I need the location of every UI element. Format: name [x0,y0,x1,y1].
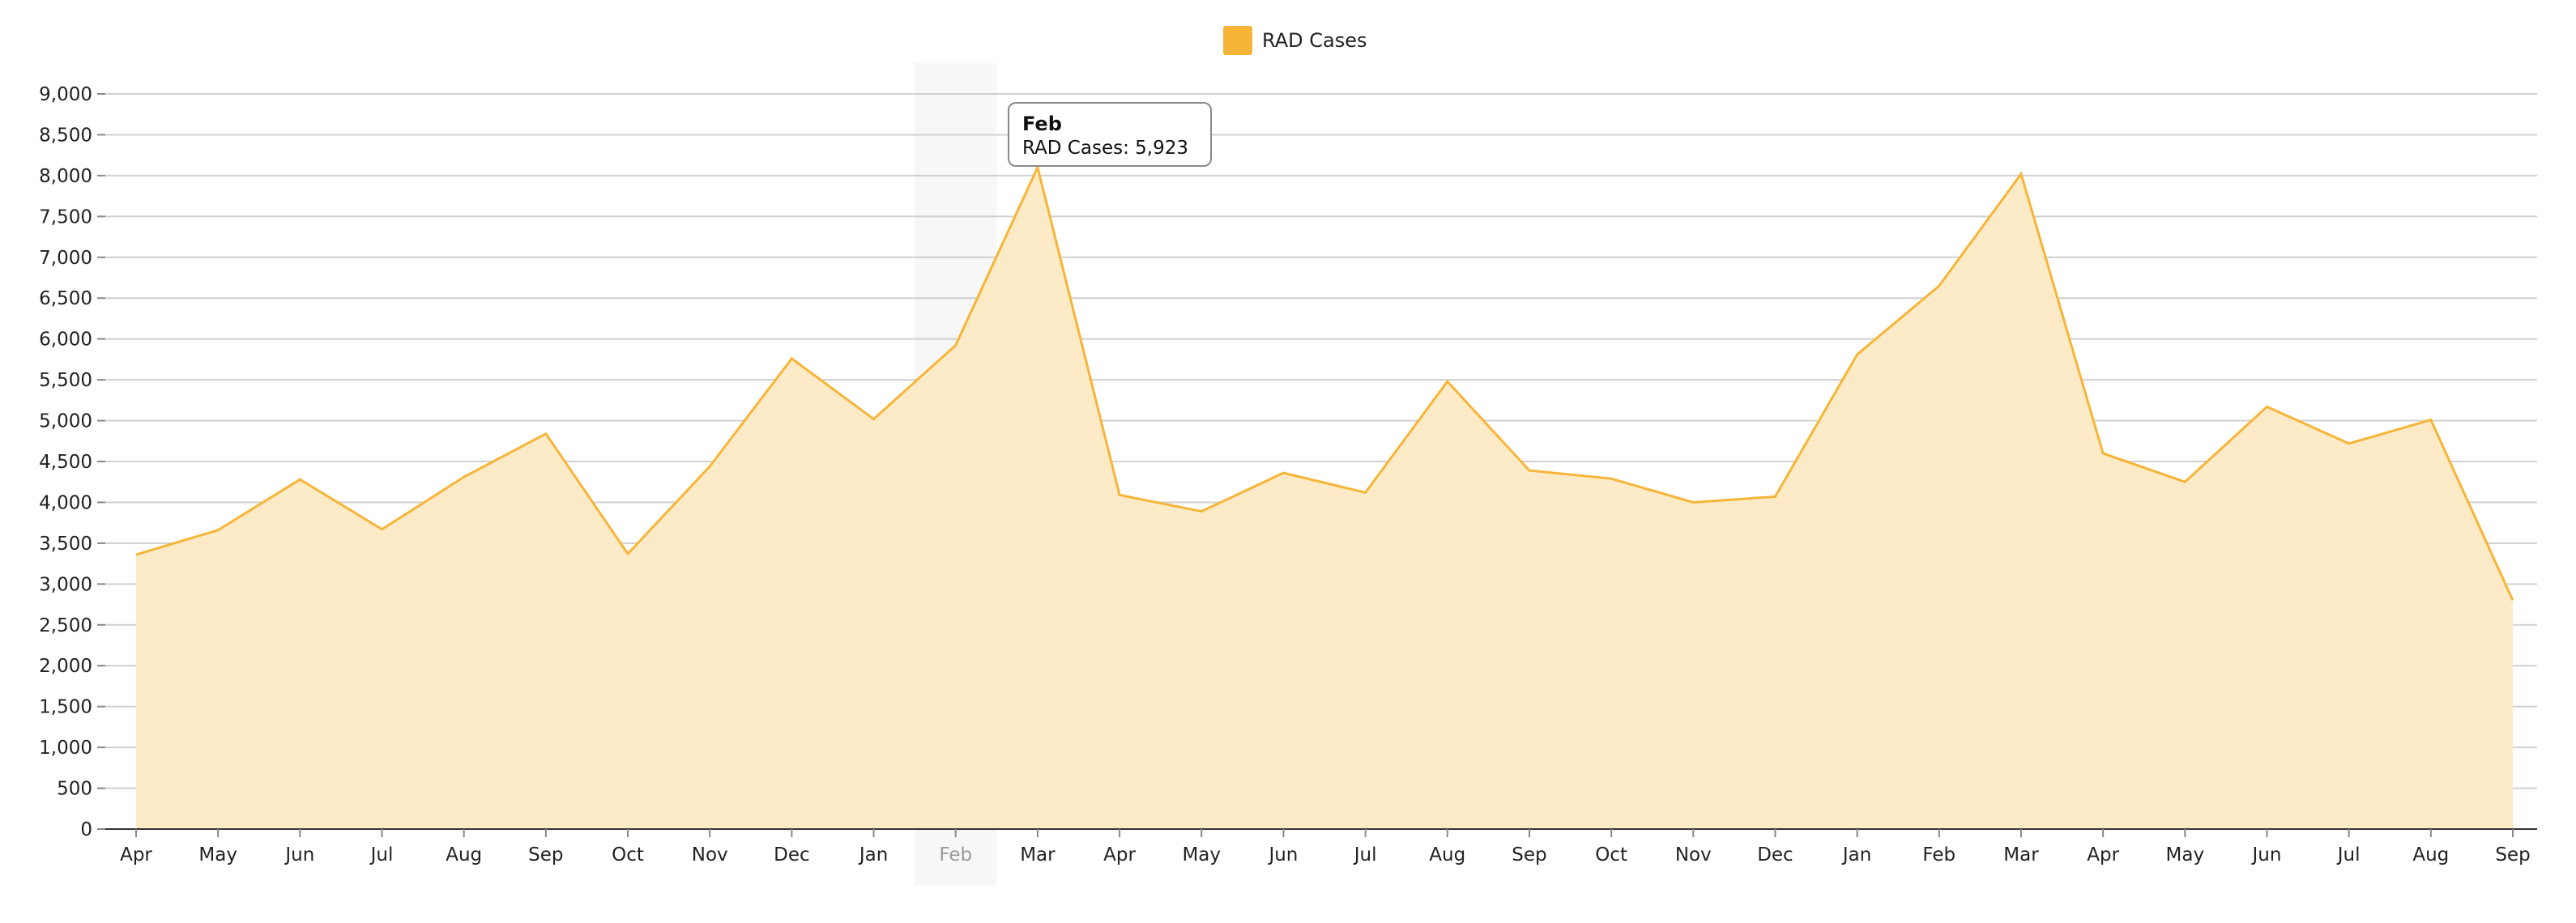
tooltip-title: Feb [1022,113,1062,135]
y-tick-label: 500 [57,779,92,800]
x-tick-label: Sep [1512,844,1546,866]
data-point[interactable] [1853,350,1862,359]
x-tick-label: Aug [1429,844,1465,866]
y-tick-label: 2,500 [39,615,92,636]
data-point[interactable] [1606,474,1616,483]
y-tick-label: 4,500 [39,452,92,473]
x-tick-label: May [1182,844,1221,866]
data-point[interactable] [2344,439,2354,449]
x-tick-label: Aug [2412,844,2449,866]
tooltip-series-label: RAD Cases: [1022,138,1129,159]
x-tick-label: Sep [2495,844,2530,866]
data-point[interactable] [1361,487,1371,497]
x-tick-label: Jul [2336,844,2361,866]
y-tick-label: 0 [80,819,92,840]
data-point[interactable] [2508,596,2518,606]
x-tick-label: May [2166,844,2205,866]
y-tick-label: 6,500 [39,288,92,309]
data-point[interactable] [1115,490,1124,500]
x-tick-label: Dec [774,844,810,866]
data-point[interactable] [295,474,305,484]
x-tick-label: Jun [284,844,314,866]
y-tick-label: 7,500 [39,206,92,228]
y-axis-ticks: 0 500 1,000 1,500 2,000 2,500 3,000 3,500 4,000 4… [39,84,105,840]
legend-swatch [1223,26,1252,55]
data-point[interactable] [2426,415,2436,425]
data-point[interactable] [705,462,714,471]
data-point[interactable] [1934,281,1944,291]
y-tick-label: 3,500 [39,534,92,555]
x-tick-label: Feb [939,844,972,866]
tooltip-body: RAD Cases: 5,923 [1022,136,1197,160]
x-tick-label: Jan [1841,844,1871,866]
x-tick-label: Oct [1595,844,1627,866]
x-tick-label: Jul [1353,844,1377,866]
y-tick-label: 2,000 [39,656,92,677]
x-tick-label: Mar [2003,844,2039,866]
x-tick-label: Jan [858,844,888,866]
data-point[interactable] [623,549,633,559]
data-point[interactable] [2098,449,2108,458]
data-point[interactable] [377,525,387,534]
legend[interactable]: RAD Cases [1223,24,1367,57]
x-tick-label: Nov [692,844,728,866]
data-point[interactable] [1443,376,1452,386]
data-point[interactable] [951,340,961,350]
x-tick-label: Sep [528,844,563,866]
y-tick-label: 5,500 [39,370,92,391]
legend-label: RAD Cases [1262,29,1367,52]
x-tick-label: Oct [612,844,644,866]
y-tick-label: 6,000 [39,330,92,351]
x-tick-label: Feb [1922,844,1955,866]
y-tick-label: 5,000 [39,411,92,432]
x-tick-label: Apr [2087,844,2119,866]
x-tick-label: Mar [1020,844,1056,866]
tooltip-value: 5,923 [1135,138,1188,159]
data-point[interactable] [2262,402,2271,411]
y-tick-label: 4,000 [39,492,92,513]
x-tick-label: May [198,844,237,866]
area-fill [136,167,2513,830]
data-point[interactable] [213,525,223,535]
y-tick-label: 1,000 [39,738,92,759]
data-point[interactable] [1688,497,1698,507]
x-tick-label: Apr [1103,844,1136,866]
x-tick-label: Apr [120,844,152,866]
data-point[interactable] [1196,507,1206,517]
data-point[interactable] [459,472,469,482]
x-tick-label: Jul [369,844,394,866]
y-tick-label: 8,500 [39,125,92,146]
data-point[interactable] [787,354,796,364]
series-line [135,164,2514,602]
y-tick-label: 7,000 [39,248,92,269]
y-tick-label: 1,500 [39,697,92,718]
x-tick-label: Dec [1757,844,1793,866]
data-point[interactable] [1278,468,1288,478]
x-tick-label: Aug [446,844,482,866]
data-point[interactable] [541,429,551,439]
tooltip: Feb RAD Cases: 5,923 [1008,102,1212,167]
x-tick-label: Nov [1675,844,1712,866]
data-point[interactable] [2180,477,2190,487]
data-point[interactable] [131,550,141,559]
data-point[interactable] [1525,466,1534,475]
x-tick-label: Jun [2251,844,2282,866]
y-tick-label: 3,000 [39,574,92,595]
series-area [135,164,2514,830]
x-tick-label: Jun [1267,844,1298,866]
y-tick-label: 8,000 [39,166,92,187]
x-axis-ticks: Apr May Jun Jul Aug Sep Oct Nov Dec Jan Feb Mar Apr M… [120,829,2531,866]
data-point[interactable] [869,415,879,424]
data-point[interactable] [1770,491,1780,501]
data-point[interactable] [2016,169,2026,179]
y-tick-label: 9,000 [39,84,92,105]
